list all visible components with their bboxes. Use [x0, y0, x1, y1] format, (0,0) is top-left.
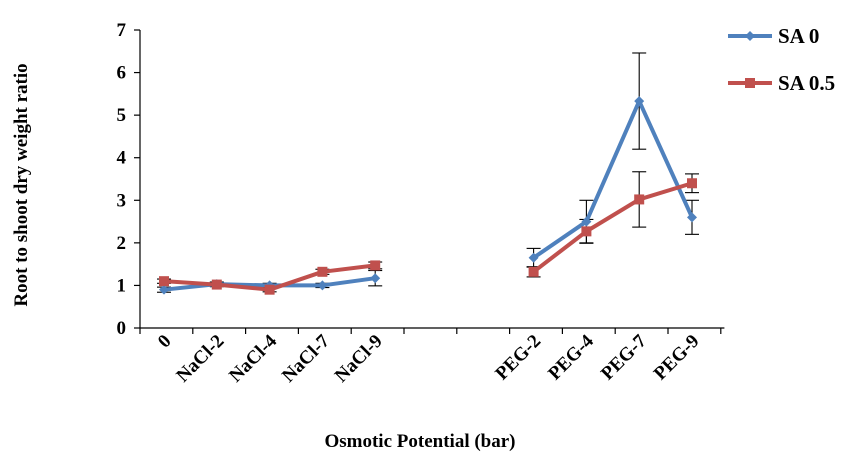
y-axis-title: Root to shoot dry weight ratio: [11, 63, 32, 306]
data-point-series-1: [581, 216, 592, 227]
x-tick-label: NaCl-4: [225, 330, 281, 386]
legend: SA 0 SA 0.5: [728, 24, 835, 95]
y-tick-label: 5: [117, 105, 127, 126]
data-point-series-2: [317, 266, 328, 277]
data-point-series-2: [687, 178, 697, 189]
x-tick-label: NaCl-2: [172, 331, 228, 387]
series-line-2: [532, 181, 693, 274]
y-tick-label: 3: [117, 190, 127, 211]
x-tick-label: PEG-9: [650, 331, 704, 385]
data-point-series-2: [211, 279, 222, 290]
series-line-1: [532, 99, 694, 260]
legend-label-2: SA 0.5: [778, 71, 835, 95]
data-point-series-2: [159, 276, 169, 287]
legend-marker-2: [745, 78, 755, 88]
data-point-series-1: [528, 252, 539, 263]
series-lines: [163, 99, 694, 292]
x-tick-label: NaCl-9: [331, 331, 387, 387]
markers: [159, 96, 697, 295]
x-tick-label: PEG-4: [544, 330, 598, 384]
data-point-series-2: [634, 194, 645, 205]
y-tick-label: 4: [117, 148, 127, 169]
y-axis: 0 1 2 3 4 5 6 7: [117, 20, 141, 339]
x-tick-label: PEG-7: [597, 330, 651, 384]
data-point-series-2: [581, 226, 592, 237]
data-point-series-1: [159, 284, 169, 295]
data-point-series-1: [317, 280, 328, 291]
y-tick-label: 0: [117, 318, 127, 339]
data-point-series-2: [528, 266, 539, 277]
data-point-series-1: [634, 96, 645, 107]
data-point-series-2: [264, 284, 275, 295]
y-tick-label: 1: [117, 275, 127, 296]
y-tick-label: 6: [117, 63, 127, 84]
error-bars: [157, 52, 699, 293]
x-tick-label: NaCl-7: [278, 330, 334, 386]
x-tick-label: PEG-2: [491, 331, 545, 385]
y-tick-label: 7: [117, 20, 127, 41]
data-point-series-2: [370, 260, 381, 271]
y-tick-label: 2: [117, 233, 127, 254]
data-point-series-1: [370, 273, 381, 284]
data-point-series-1: [687, 212, 697, 223]
legend-label-1: SA 0: [778, 24, 819, 48]
x-tick-label: 0: [154, 331, 176, 353]
legend-marker-1: [745, 31, 755, 41]
x-axis-title: Osmotic Potential (bar): [324, 431, 515, 452]
